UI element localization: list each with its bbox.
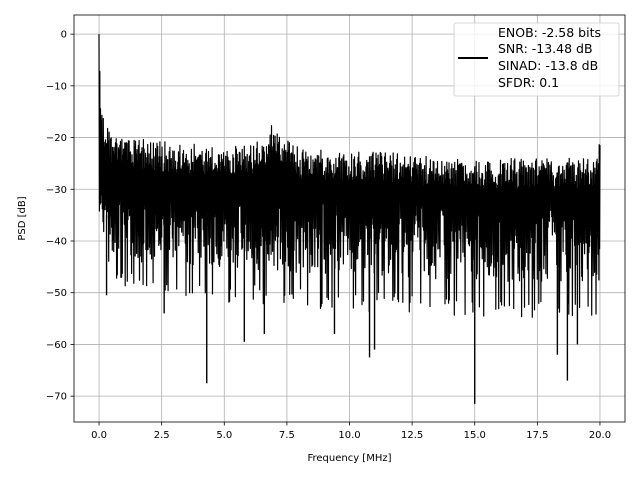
x-tick-label: 10.0 (338, 430, 360, 441)
y-tick-label: −10 (46, 81, 67, 92)
y-tick-label: −60 (46, 340, 67, 351)
y-tick-label: −20 (46, 133, 67, 144)
x-axis-label: Frequency [MHz] (307, 453, 391, 464)
y-ticks: 0 −10 −20 −30 −40 −50 −60 −70 (46, 30, 74, 403)
x-tick-label: 17.5 (526, 430, 548, 441)
psd-line (98, 34, 601, 318)
y-axis-label: PSD [dB] (17, 196, 28, 240)
y-tick-label: 0 (61, 30, 67, 41)
legend-line-sfdr: SFDR: 0.1 (498, 75, 559, 90)
plot-area (98, 34, 601, 404)
legend-line-sinad: SINAD: -13.8 dB (498, 58, 598, 73)
legend-line-snr: SNR: -13.48 dB (498, 41, 593, 56)
x-tick-label: 7.5 (279, 430, 295, 441)
x-tick-label: 20.0 (589, 430, 611, 441)
legend: ENOB: -2.58 bits SNR: -13.48 dB SINAD: -… (453, 22, 620, 97)
x-tick-label: 0.0 (91, 430, 107, 441)
legend-line-enob: ENOB: -2.58 bits (498, 25, 601, 40)
x-tick-label: 2.5 (154, 430, 170, 441)
x-ticks: 0.0 2.5 5.0 7.5 10.0 12.5 15.0 17.5 20.0 (91, 422, 611, 441)
y-tick-label: −50 (46, 288, 67, 299)
y-tick-label: −40 (46, 236, 67, 247)
y-tick-label: −30 (46, 185, 67, 196)
y-tick-label: −70 (46, 392, 67, 403)
legend-box (453, 22, 620, 97)
x-tick-label: 5.0 (216, 430, 232, 441)
x-tick-label: 15.0 (464, 430, 486, 441)
x-tick-label: 12.5 (401, 430, 423, 441)
